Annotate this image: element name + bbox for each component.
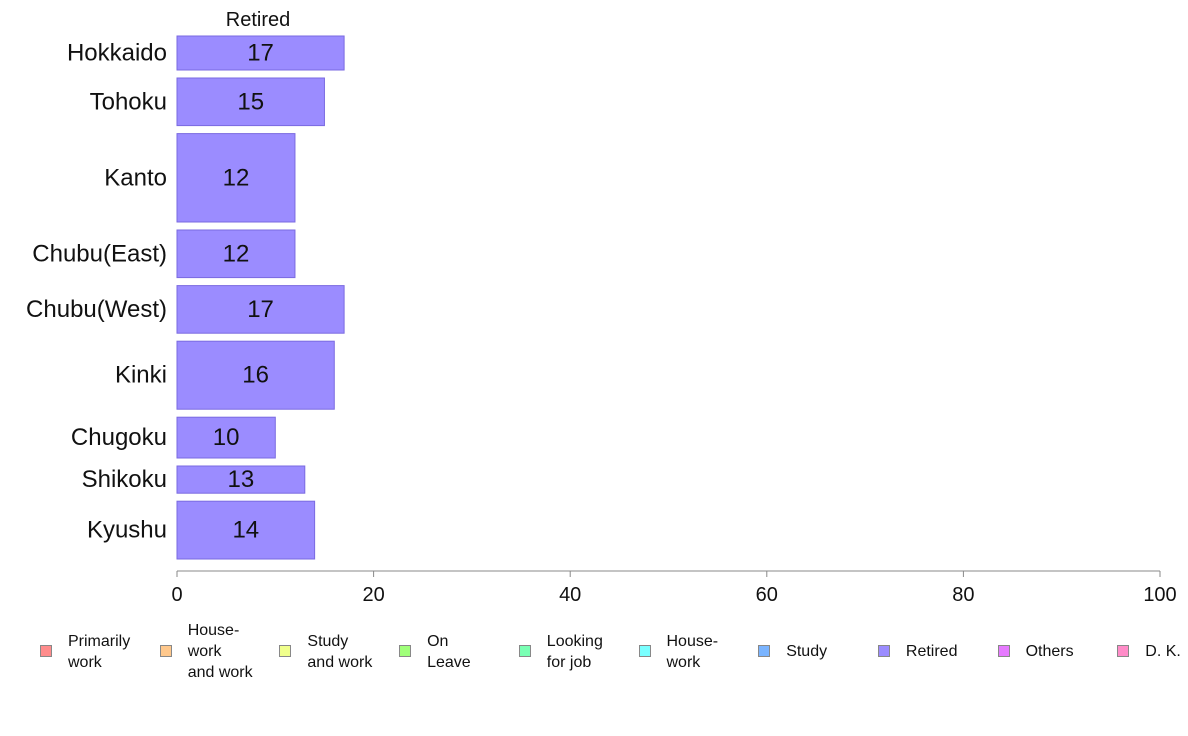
x-axis: 0 20 40 60 80 100 [171,570,1177,606]
legend-item: Others [997,641,1074,662]
legend-label: Primarily work [68,633,131,671]
x-tick-label: 40 [559,584,581,606]
legend-label: On Leave [427,633,471,671]
legend-swatch [1117,645,1130,657]
value-label: 12 [223,240,250,267]
legend-swatch [279,645,292,657]
legend-item: Retired [877,641,958,662]
legend-swatch [399,645,412,657]
legend-label: D. K. [1145,643,1181,660]
value-label: 14 [232,517,259,544]
legend-item: Study and work [279,631,372,673]
legend-swatch [518,645,531,657]
x-tick-label: 100 [1143,584,1176,606]
category-label: Tohoku [90,88,167,115]
category-label: Chubu(West) [26,296,167,323]
chart-svg: Retired Hokkaido 17 Tohoku 15 Kanto 12 Chubu(E… [26,9,1177,606]
legend-item: On Leave [399,631,471,673]
legend-swatch [758,645,771,657]
value-label: 12 [223,164,250,191]
bar-chugoku [176,416,276,459]
value-label: 16 [242,362,269,389]
legend-swatch [638,645,651,657]
x-tick-label: 80 [952,584,974,606]
category-label: Chugoku [71,424,167,451]
legend-label: Retired [905,643,958,660]
legend-item: House- work and work [159,620,253,683]
category-label: Shikoku [82,466,167,493]
legend-item: Looking for job [518,631,603,673]
legend-swatch [997,645,1010,657]
category-label: Hokkaido [67,40,167,67]
legend-label: Looking for job [546,633,603,671]
panel-title: Retired [226,9,290,31]
bars-group: Hokkaido 17 Tohoku 15 Kanto 12 Chubu(East) 12 Ch… [26,35,345,560]
legend-item: Primarily work [40,631,130,673]
x-tick-label: 60 [756,584,778,606]
x-tick-label: 0 [171,584,182,606]
legend-swatch [159,645,172,657]
bar-hokkaido [176,35,345,71]
legend-label: House- work and work [187,622,253,681]
bar-chubu-east [176,229,296,279]
value-label: 17 [247,40,274,67]
category-label: Kanto [104,164,167,191]
value-label: 10 [213,424,240,451]
legend-label: Study [786,643,828,660]
x-tick-label: 20 [362,584,384,606]
legend-item: Study [758,641,827,662]
value-label: 13 [228,466,255,493]
category-label: Kinki [115,362,167,389]
legend: Primarily work House- work and work Study … [0,620,1188,700]
bar-tohoku [176,77,325,127]
bar-chubu-west [176,285,345,334]
value-label: 15 [237,88,264,115]
category-label: Kyushu [87,517,167,544]
legend-label: Others [1025,643,1074,660]
legend-label: Study and work [307,633,373,671]
bar-shikoku [176,465,306,494]
legend-swatch [877,645,890,657]
legend-label: House- work [666,633,719,671]
legend-item: House- work [638,631,719,673]
bar-kyushu [176,500,316,560]
value-label: 17 [247,296,274,323]
legend-item: D. K. [1117,641,1181,662]
bar-kinki [176,340,335,410]
bar-kanto [176,133,296,223]
category-label: Chubu(East) [32,240,167,267]
legend-swatch [40,645,52,657]
